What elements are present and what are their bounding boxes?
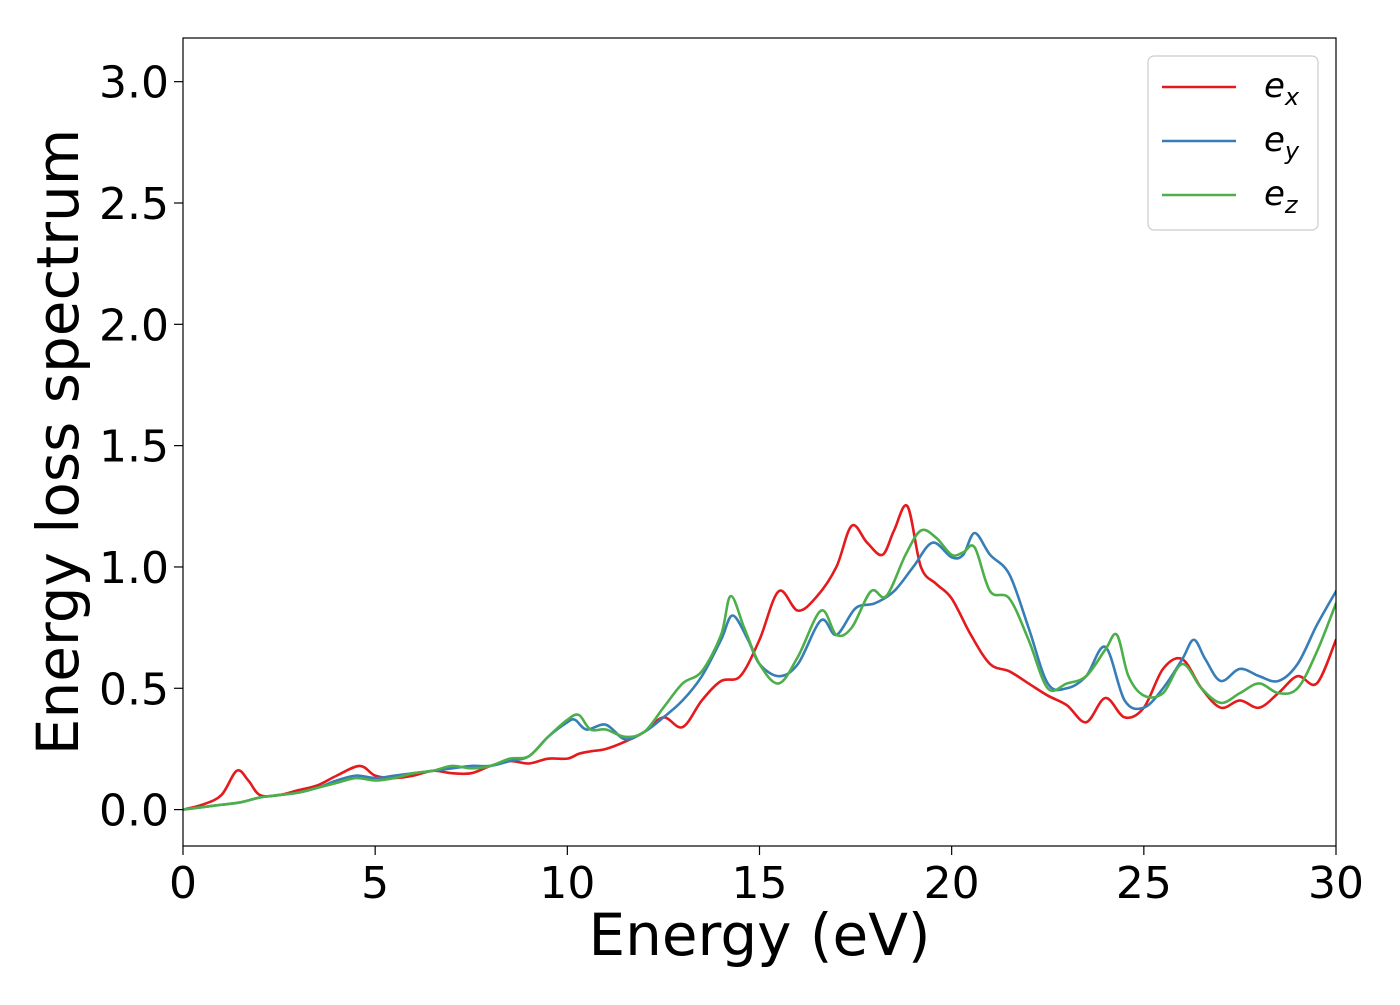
y-tick-label: 2.0 bbox=[99, 300, 169, 351]
y-axis-ticks: 0.0 0.5 1.0 1.5 2.0 2.5 3.0 bbox=[99, 58, 183, 837]
x-tick-label: 25 bbox=[1116, 858, 1172, 909]
legend-label-x: ex bbox=[1264, 66, 1300, 111]
x-tick-label: 5 bbox=[361, 858, 389, 909]
y-tick-label: 0.5 bbox=[99, 664, 169, 715]
legend-box bbox=[1147, 55, 1319, 231]
y-tick-label: 2.5 bbox=[99, 179, 169, 230]
series-lines bbox=[183, 503, 1336, 811]
y-axis-label: Energy loss spectrum bbox=[24, 129, 92, 755]
x-axis-ticks: 0 5 10 15 20 25 30 bbox=[169, 846, 1364, 909]
legend-label-y: ey bbox=[1264, 120, 1300, 165]
x-tick-label: 15 bbox=[732, 858, 788, 909]
series-line-z bbox=[183, 528, 1336, 811]
x-tick-label: 0 bbox=[169, 858, 197, 909]
series-line-y bbox=[183, 531, 1336, 811]
y-tick-label: 0.0 bbox=[99, 786, 169, 837]
x-tick-label: 20 bbox=[924, 858, 980, 909]
y-tick-label: 3.0 bbox=[99, 58, 169, 109]
legend-label-z: ez bbox=[1264, 174, 1299, 219]
series-line-x bbox=[183, 503, 1336, 811]
legend: ex ey ez bbox=[1147, 55, 1319, 231]
y-tick-label: 1.5 bbox=[99, 422, 169, 473]
x-axis-label: Energy (eV) bbox=[588, 901, 930, 969]
x-tick-label: 10 bbox=[539, 858, 595, 909]
x-tick-label: 30 bbox=[1308, 858, 1364, 909]
y-tick-label: 1.0 bbox=[99, 543, 169, 594]
